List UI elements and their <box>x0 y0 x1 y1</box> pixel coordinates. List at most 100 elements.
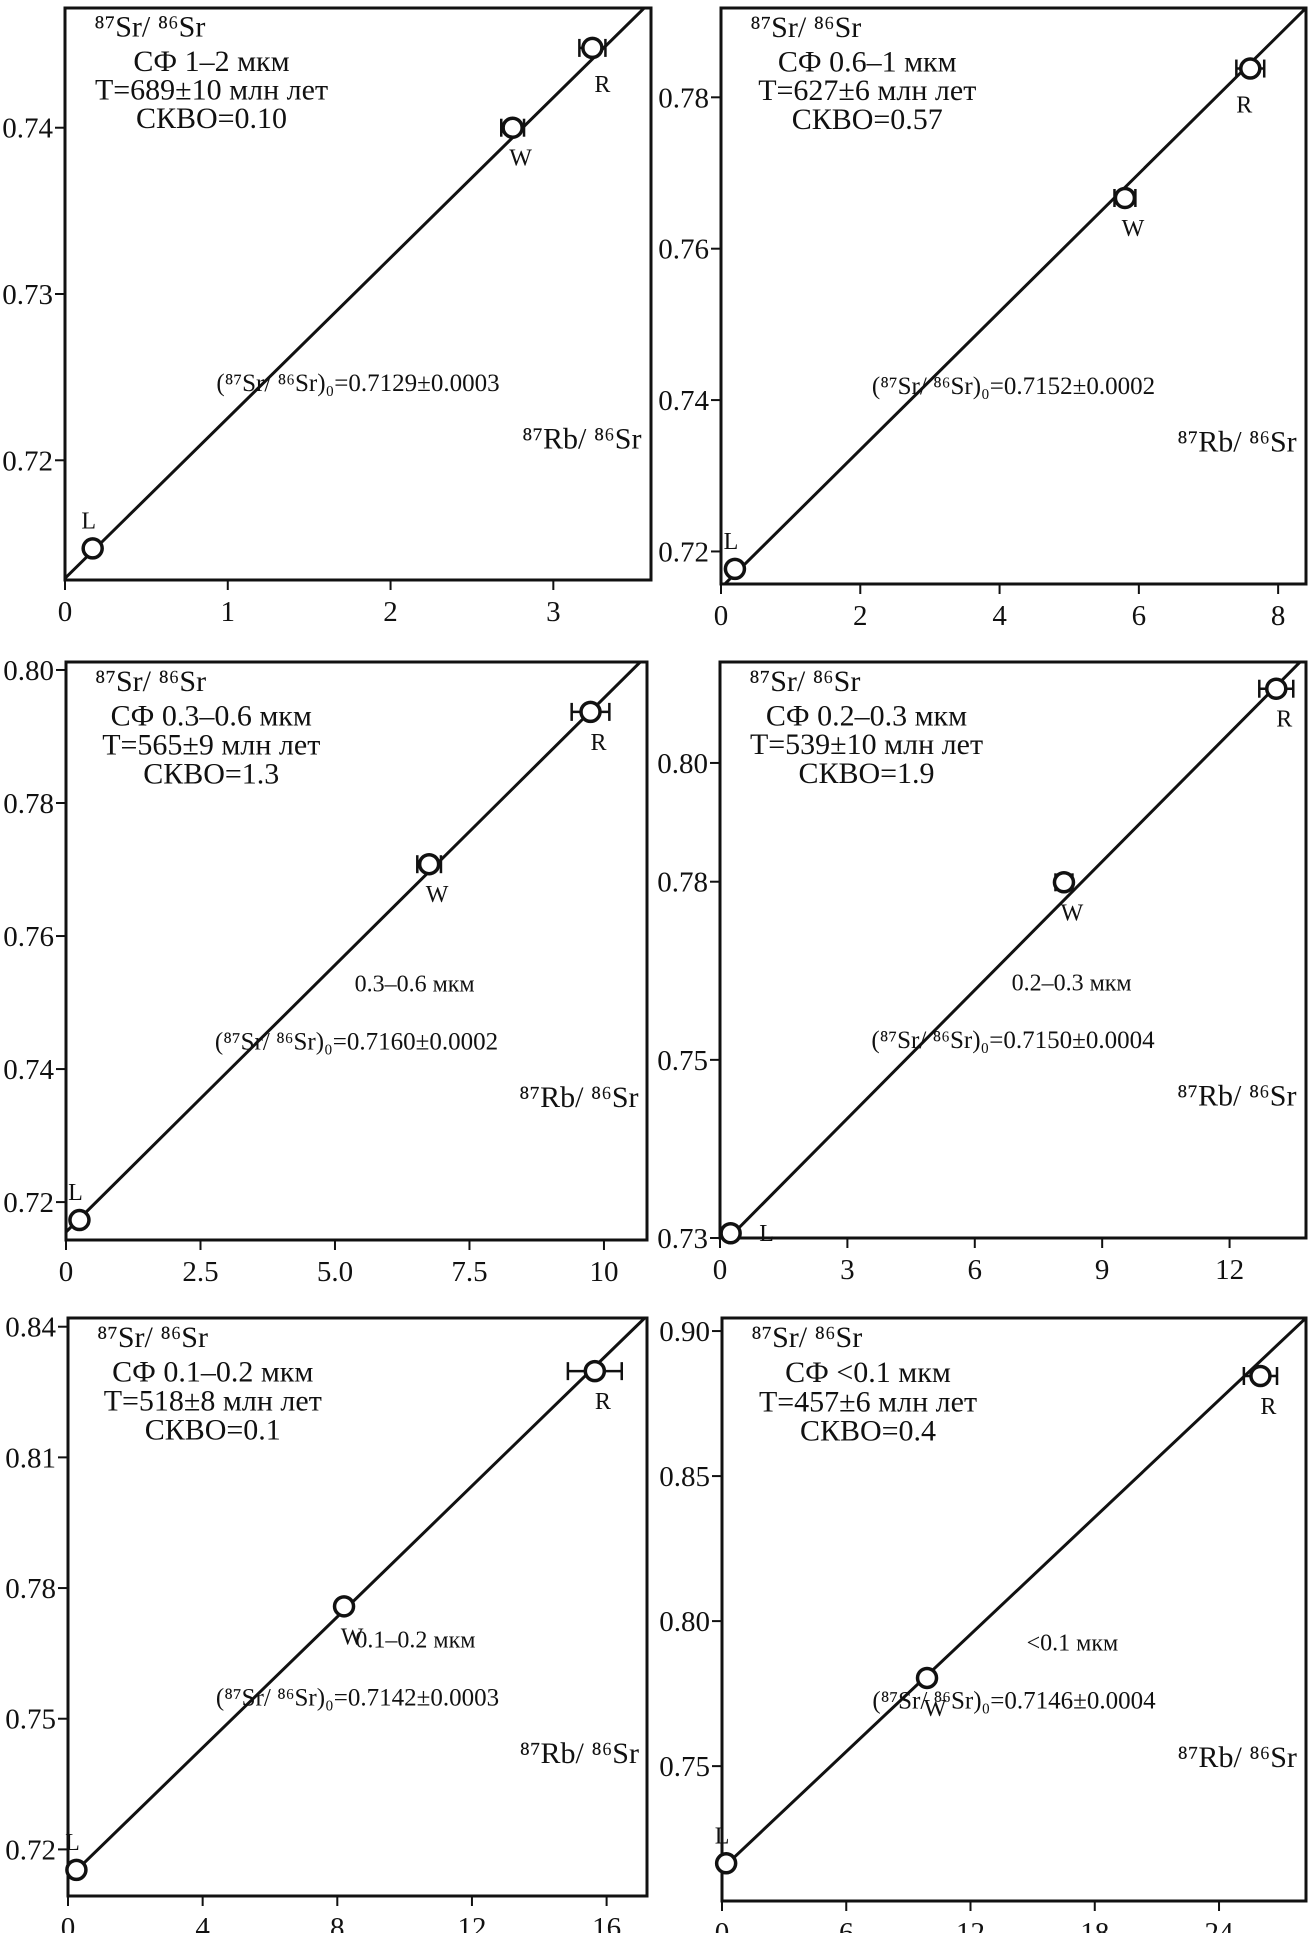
sample-point-L <box>81 537 104 560</box>
fraction-caption: 0.3–0.6 мкм <box>355 971 475 997</box>
sample-point-L <box>65 1858 88 1882</box>
x-tick-label: 5.0 <box>317 1256 353 1288</box>
fraction-title: СФ 1–2 мкм <box>133 45 289 78</box>
mswd-value: СКВО=0.4 <box>800 1414 936 1447</box>
y-tick-label: 0.75 <box>659 1751 710 1783</box>
y-axis-label: ⁸⁷Sr/ ⁸⁶Sr <box>94 11 205 44</box>
y-axis-label: ⁸⁷Sr/ ⁸⁶Sr <box>97 1321 208 1354</box>
plot-frame <box>64 660 649 1242</box>
y-tick-label: 0.72 <box>5 1834 56 1866</box>
x-tick-label: 4 <box>992 600 1007 632</box>
isochron-age: T=689±10 млн лет <box>95 74 328 107</box>
sample-point-W <box>332 1595 356 1618</box>
sample-label: L <box>759 1221 774 1247</box>
y-tick-label: 0.72 <box>2 445 53 477</box>
sample-label: W <box>1061 900 1084 926</box>
x-tick-label: 7.5 <box>451 1256 487 1288</box>
y-tick-label: 0.85 <box>659 1461 710 1493</box>
y-axis-label: ⁸⁷Sr/ ⁸⁶Sr <box>95 665 206 698</box>
mswd-value: СКВО=1.3 <box>143 757 279 790</box>
y-tick-label: 0.80 <box>659 1606 710 1638</box>
x-axis-label: ⁸⁷Rb/ ⁸⁶Sr <box>520 1737 639 1770</box>
sample-label: W <box>1122 216 1145 242</box>
mswd-value: СКВО=0.10 <box>136 102 287 135</box>
x-tick-label: 9 <box>1095 1254 1110 1286</box>
isochron-age: T=518±8 млн лет <box>104 1384 322 1417</box>
sample-label: L <box>715 1823 730 1849</box>
isochron-line <box>66 662 643 1234</box>
x-tick-label: 1 <box>221 596 236 628</box>
x-tick-label: 6 <box>1132 600 1147 632</box>
isochron-line <box>726 662 1303 1238</box>
isochron-line <box>722 8 1306 584</box>
mswd-value: СКВО=0.1 <box>145 1413 281 1446</box>
isochron-age: T=457±6 млн лет <box>759 1385 977 1418</box>
initial-ratio: (⁸⁷Sr/ ⁸⁶Sr)₀=0.7152±0.0002 <box>872 373 1155 400</box>
y-tick-label: 0.74 <box>658 385 709 417</box>
x-tick-label: 2 <box>853 600 868 632</box>
fraction-title: СФ 0.6–1 мкм <box>778 45 957 78</box>
x-tick-label: 8 <box>330 1912 345 1933</box>
fraction-title: СФ 0.2–0.3 мкм <box>766 699 967 732</box>
y-tick-label: 0.73 <box>657 1223 708 1255</box>
x-axis-label: ⁸⁷Rb/ ⁸⁶Sr <box>1178 1741 1297 1774</box>
x-axis-label: ⁸⁷Rb/ ⁸⁶Sr <box>522 422 641 455</box>
y-axis-label: ⁸⁷Sr/ ⁸⁶Sr <box>750 11 861 44</box>
sample-label: R <box>594 72 610 98</box>
y-tick-label: 0.78 <box>658 82 709 114</box>
sample-label: L <box>68 1180 83 1206</box>
sample-label: L <box>65 1830 80 1856</box>
isochron-age: T=539±10 млн лет <box>750 728 983 761</box>
y-tick-label: 0.75 <box>5 1704 56 1736</box>
fraction-caption: 0.1–0.2 мкм <box>355 1627 475 1653</box>
x-axis-label: ⁸⁷Rb/ ⁸⁶Sr <box>1177 426 1296 459</box>
x-tick-label: 12 <box>956 1917 985 1933</box>
sample-point-R <box>579 700 602 724</box>
x-tick-label: 8 <box>1271 600 1286 632</box>
x-tick-label: 0 <box>713 1254 728 1286</box>
sample-label: L <box>724 529 739 555</box>
x-tick-label: 0 <box>61 1912 76 1933</box>
x-tick-label: 0 <box>59 1256 74 1288</box>
sample-label: L <box>81 508 96 534</box>
sample-point-L <box>714 1852 738 1875</box>
y-tick-label: 0.74 <box>2 113 53 145</box>
plot-frame <box>718 660 1308 1240</box>
isochron-age: T=565±9 млн лет <box>102 728 320 761</box>
x-tick-label: 16 <box>592 1912 621 1933</box>
plot-frame <box>720 1316 1308 1903</box>
sample-label: W <box>426 882 449 908</box>
initial-ratio: (⁸⁷Sr/ ⁸⁶Sr)₀=0.7146±0.0004 <box>872 1688 1156 1715</box>
y-tick-label: 0.74 <box>3 1054 54 1086</box>
sample-point-R <box>1249 1364 1272 1388</box>
fraction-title: СФ 0.1–0.2 мкм <box>112 1356 313 1389</box>
y-axis-label: ⁸⁷Sr/ ⁸⁶Sr <box>749 665 860 698</box>
plot-frame <box>66 1316 649 1898</box>
y-tick-label: 0.76 <box>658 234 709 266</box>
sample-point-R <box>583 1359 607 1383</box>
y-tick-label: 0.80 <box>3 655 54 687</box>
isochron-line <box>722 1318 1306 1870</box>
x-tick-label: 6 <box>968 1254 983 1286</box>
sample-point-R <box>581 36 604 60</box>
initial-ratio: (⁸⁷Sr/ ⁸⁶Sr)₀=0.7129±0.0003 <box>216 370 499 397</box>
initial-ratio: (⁸⁷Sr/ ⁸⁶Sr)₀=0.7142±0.0003 <box>216 1684 499 1711</box>
x-tick-label: 10 <box>589 1256 618 1288</box>
y-tick-label: 0.78 <box>657 867 708 899</box>
sample-point-W <box>501 116 524 139</box>
sample-point-L <box>719 1221 742 1245</box>
x-axis-label: ⁸⁷Rb/ ⁸⁶Sr <box>1177 1080 1296 1113</box>
sample-label: R <box>1276 707 1292 733</box>
sample-label: R <box>591 730 607 756</box>
sample-label: W <box>341 1624 364 1650</box>
isochron-panel-5: 0 4 8 12 16 0.72 0.75 0.78 0.81 0.84 L W R ⁸⁷Sr/ ⁸⁶Sr… <box>5 1312 649 1933</box>
sample-label: R <box>595 1389 611 1415</box>
fraction-caption: <0.1 мкм <box>1027 1630 1119 1656</box>
isochron-line <box>68 1318 647 1880</box>
initial-ratio: (⁸⁷Sr/ ⁸⁶Sr)₀=0.7150±0.0004 <box>871 1027 1155 1054</box>
isochron-age: T=627±6 млн лет <box>758 74 976 107</box>
x-tick-label: 0 <box>58 596 73 628</box>
